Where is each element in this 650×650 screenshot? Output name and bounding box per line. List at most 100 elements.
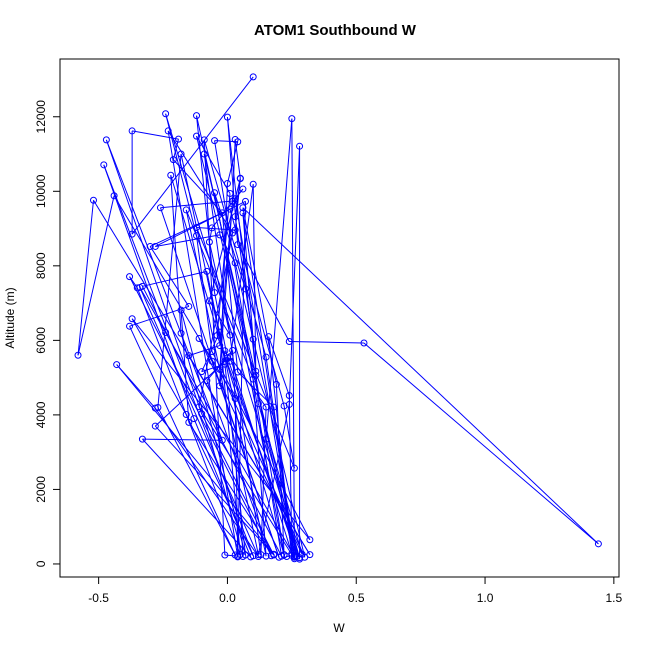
data-point — [208, 224, 216, 232]
data-point — [594, 540, 602, 548]
series-segment — [206, 271, 267, 557]
data-point — [252, 367, 260, 375]
series-segment — [214, 140, 238, 143]
series-segment — [141, 286, 282, 557]
data-point — [208, 348, 216, 356]
data-point — [270, 403, 278, 411]
data-point — [151, 422, 159, 430]
data-point — [102, 136, 110, 144]
data-point — [211, 189, 219, 197]
data-point — [193, 112, 201, 120]
data-point — [226, 357, 234, 365]
data-point — [221, 357, 229, 365]
y-axis-label: Altitude (m) — [3, 287, 17, 348]
data-point — [262, 403, 270, 411]
series-segment — [132, 130, 179, 140]
series-segment — [216, 193, 231, 336]
data-point — [133, 284, 141, 292]
series-segment — [149, 246, 190, 307]
series-segment — [129, 276, 138, 289]
series-segment — [201, 413, 275, 556]
data-point — [177, 150, 185, 158]
data-point — [231, 259, 239, 267]
data-point — [221, 360, 229, 368]
y-tick-label: 2000 — [34, 476, 48, 503]
data-point — [218, 209, 226, 217]
x-tick-label: 1.0 — [477, 591, 494, 605]
series-segment — [105, 139, 223, 441]
data-point — [231, 394, 239, 402]
series-segment — [242, 207, 277, 385]
series-segment — [252, 184, 257, 372]
data-point — [164, 127, 172, 135]
data-point — [254, 551, 262, 559]
data-point — [177, 306, 185, 314]
data-point — [126, 273, 134, 281]
data-point — [254, 400, 262, 408]
series-segment — [103, 164, 195, 419]
data-point — [234, 241, 242, 249]
series-segment — [142, 270, 207, 287]
series-segment — [129, 325, 236, 556]
series-segment — [105, 139, 203, 414]
data-point — [200, 136, 208, 144]
data-point — [288, 115, 296, 123]
data-point — [182, 411, 190, 419]
series-segment — [165, 332, 295, 557]
data-point — [100, 161, 108, 169]
data-point — [151, 242, 159, 250]
data-point — [154, 403, 162, 411]
data-point — [236, 174, 244, 182]
data-point — [203, 377, 211, 385]
data-point — [177, 329, 185, 337]
series-segment — [185, 414, 254, 556]
series-segment — [232, 350, 244, 557]
y-tick-label: 4000 — [34, 401, 48, 428]
data-point — [254, 553, 262, 561]
data-point — [193, 232, 201, 240]
data-point — [262, 353, 270, 361]
series-segment — [214, 140, 283, 557]
data-point — [290, 551, 298, 559]
data-point — [229, 197, 237, 205]
series-segment — [288, 146, 301, 405]
series-segment — [185, 209, 259, 555]
series-segment — [180, 310, 246, 556]
data-point — [185, 418, 193, 426]
data-point — [208, 357, 216, 365]
data-point — [306, 536, 314, 544]
data-point — [296, 142, 304, 150]
data-point — [185, 352, 193, 360]
data-point — [198, 368, 206, 376]
data-point — [280, 402, 288, 410]
series-segment — [234, 398, 239, 557]
chart-title: ATOM1 Southbound W — [254, 22, 417, 39]
data-point — [226, 190, 234, 198]
data-point — [138, 282, 146, 290]
data-point — [174, 135, 182, 143]
data-point — [156, 204, 164, 212]
series-segment — [219, 234, 236, 264]
series-segment — [252, 379, 267, 557]
data-point — [249, 73, 257, 81]
data-point — [218, 436, 226, 444]
data-point — [272, 380, 280, 388]
series-segment — [268, 336, 290, 396]
series-segment — [234, 139, 241, 179]
series-segment — [196, 136, 298, 557]
series-segment — [77, 200, 94, 356]
data-point — [110, 192, 118, 200]
data-point — [285, 392, 293, 400]
data-point — [213, 332, 221, 340]
data-point — [231, 226, 239, 234]
y-tick-label: 0 — [34, 560, 48, 567]
series-segment — [165, 113, 198, 236]
data-point — [221, 347, 229, 355]
series-segment — [265, 438, 301, 558]
data-point — [138, 435, 146, 443]
data-point — [262, 435, 270, 443]
data-point — [239, 204, 247, 212]
data-point — [211, 137, 219, 145]
data-point — [193, 223, 201, 231]
data-point — [216, 365, 224, 373]
